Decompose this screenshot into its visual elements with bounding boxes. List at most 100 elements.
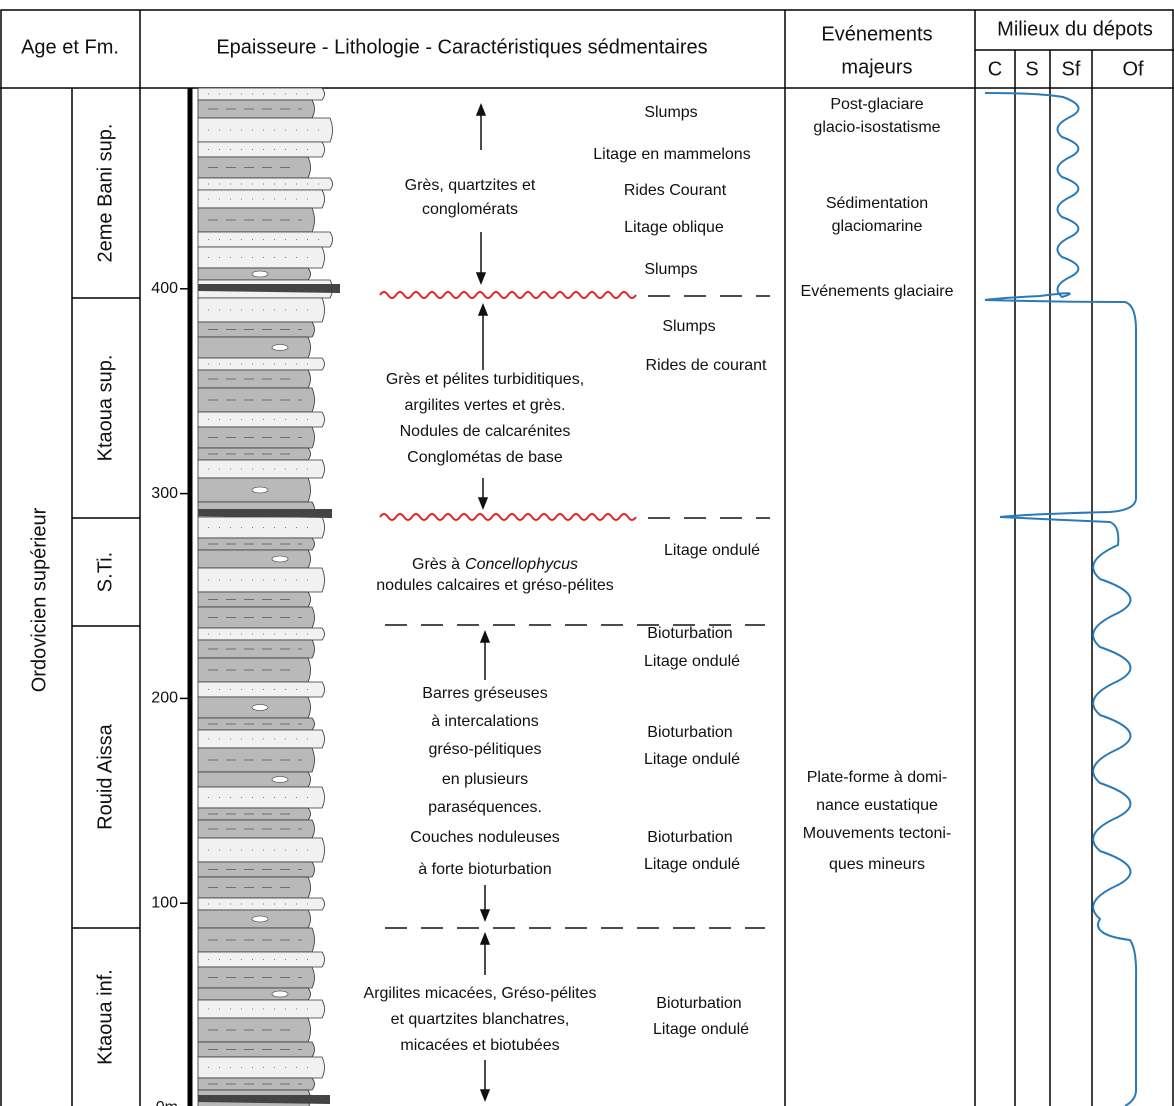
structure-label: Litage ondulé: [644, 856, 740, 873]
arrow-head: [477, 273, 485, 283]
nodule: [272, 556, 288, 562]
structure-label: Bioturbation: [647, 625, 732, 642]
event-label: Post-glaciare: [830, 96, 923, 113]
taxon: Concellophycus: [465, 556, 578, 573]
description-text: en plusieurs: [442, 771, 528, 788]
bed: [198, 358, 325, 370]
bed: [198, 730, 325, 748]
bed: [198, 550, 311, 568]
description-text: Grès à: [412, 556, 460, 573]
description-text: conglomérats: [422, 201, 518, 218]
description-line: Couches noduleuses: [410, 829, 559, 846]
bed: [198, 178, 333, 190]
structure-label: Bioturbation: [647, 724, 732, 741]
formation-label: Ktaoua inf.: [94, 969, 116, 1065]
description-text: à forte bioturbation: [418, 861, 551, 878]
description-text: micacées et biotubées: [400, 1037, 559, 1054]
bed: [198, 682, 325, 697]
table-frame: [0, 10, 1174, 1106]
bed: [198, 298, 325, 322]
description-text: et quartzites blanchatres,: [391, 1011, 570, 1028]
arrow-head: [481, 934, 489, 944]
description-text: gréso-pélitiques: [429, 741, 542, 758]
event-label: Evénements glaciaire: [801, 283, 954, 300]
env-column-header: C: [988, 58, 1002, 80]
env-column-header: S: [1025, 58, 1038, 80]
bed: [198, 190, 325, 208]
arrow-head: [477, 105, 485, 115]
nodule: [252, 487, 268, 493]
bed: [198, 787, 325, 808]
depth-tick-label: 200: [151, 690, 178, 707]
event-label: Plate-forme à domi-: [807, 769, 948, 786]
bed: [198, 118, 333, 142]
bed: [198, 1057, 325, 1078]
arrow-head: [481, 1090, 489, 1100]
structure-label: Litage en mammelons: [593, 146, 750, 163]
description-text: Grès et pélites turbiditiques,: [386, 371, 584, 388]
nodule: [252, 916, 268, 922]
lithology-column: [198, 88, 340, 1106]
description-line: à forte bioturbation: [418, 861, 551, 878]
description-line: à intercalations: [431, 713, 539, 730]
nodule: [272, 991, 288, 997]
description-line: gréso-pélitiques: [429, 741, 542, 758]
structure-label: Bioturbation: [647, 829, 732, 846]
bed: [198, 247, 325, 268]
header-environments: Milieux du dépots: [997, 18, 1153, 40]
header-lithology: Epaisseure - Lithologie - Caractéristiqu…: [216, 36, 707, 58]
structure-label: Rides Courant: [624, 182, 727, 199]
header-events: Evénements: [821, 23, 932, 45]
description-line: et quartzites blanchatres,: [391, 1011, 570, 1028]
bed: [198, 568, 325, 592]
description-text: nodules calcaires et gréso-pélites: [376, 577, 613, 594]
bed: [198, 337, 311, 358]
description-line: Argilites micacées, Gréso-pélites: [364, 985, 597, 1002]
description-text: paraséquences.: [428, 799, 542, 816]
environment-curve: [985, 93, 1136, 1106]
arrow-head: [481, 632, 489, 642]
arrow-head: [479, 498, 487, 508]
description-text: Conglométas de base: [407, 449, 563, 466]
event-label: glaciomarine: [832, 218, 923, 235]
event-label: glacio-isostatisme: [813, 119, 940, 136]
description-line: argilites vertes et grès.: [405, 397, 566, 414]
bed: [198, 460, 325, 478]
bed: [198, 898, 325, 910]
event-label: nance eustatique: [816, 797, 938, 814]
formation-label: Rouid Aissa: [94, 723, 116, 829]
nodule: [252, 705, 268, 711]
description-line: Barres gréseuses: [422, 685, 547, 702]
bed: [198, 412, 325, 427]
arrow-head: [481, 910, 489, 920]
nodule: [272, 777, 288, 783]
structure-label: Bioturbation: [656, 995, 741, 1012]
depth-tick-label: 100: [151, 894, 178, 911]
arrows: [477, 105, 489, 1100]
description-line: Grès, quartzites et: [405, 177, 536, 194]
description-text: argilites vertes et grès.: [405, 397, 566, 414]
bed: [198, 1000, 325, 1018]
formation-label: 2eme Bani sup.: [94, 124, 116, 263]
description-line: conglomérats: [422, 201, 518, 218]
env-column-header: Of: [1122, 58, 1144, 80]
env-column-header: Sf: [1062, 58, 1081, 80]
description-line: Grès et pélites turbiditiques,: [386, 371, 584, 388]
stratigraphic-log: Age et Fm. Epaisseure - Lithologie - Car…: [0, 0, 1174, 1106]
structure-label: Litage ondulé: [644, 653, 740, 670]
description-line: micacées et biotubées: [400, 1037, 559, 1054]
bed: [198, 838, 325, 862]
structure-label: Slumps: [644, 104, 697, 121]
description-line: paraséquences.: [428, 799, 542, 816]
description-text: à intercalations: [431, 713, 539, 730]
description-line: Nodules de calcarénites: [400, 423, 571, 440]
structure-label: Litage ondulé: [664, 542, 760, 559]
arrow-head: [479, 305, 487, 315]
nodule: [252, 271, 268, 277]
description-line: Conglométas de base: [407, 449, 563, 466]
bed: [198, 142, 325, 157]
description-text: Nodules de calcarénites: [400, 423, 571, 440]
description-text: Couches noduleuses: [410, 829, 559, 846]
description-text: Argilites micacées, Gréso-pélites: [364, 985, 597, 1002]
bed: [198, 628, 325, 640]
